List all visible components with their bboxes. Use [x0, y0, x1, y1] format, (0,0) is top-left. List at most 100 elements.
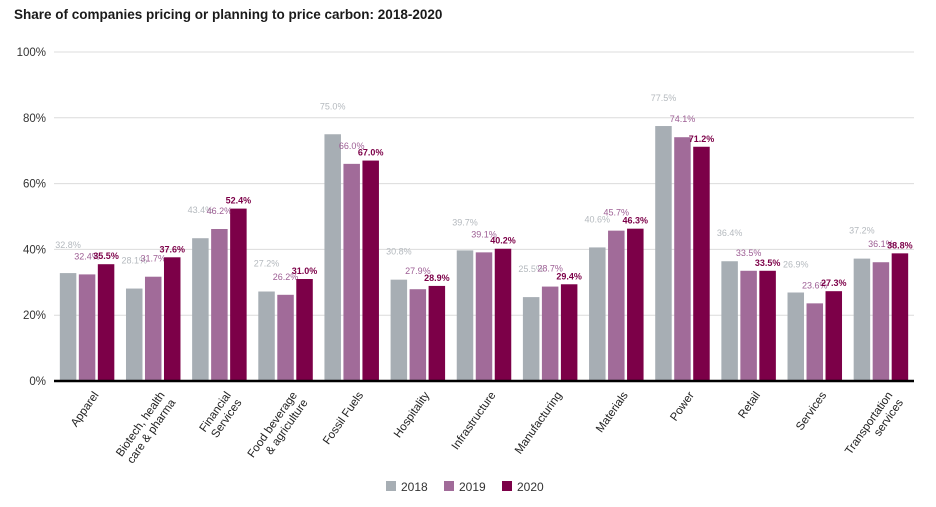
- data-label-2018: 39.7%: [452, 217, 478, 227]
- data-label-2018: 25.5%: [518, 264, 544, 274]
- data-label-2019: 27.9%: [405, 266, 431, 276]
- category-label: FinancialServices: [198, 390, 245, 442]
- data-label-2020: 46.3%: [623, 216, 649, 226]
- bar-2020: [428, 285, 446, 381]
- category-label: Food beverage& agriculture: [246, 390, 311, 468]
- data-label-2019: 36.1%: [868, 239, 894, 249]
- data-label-2019: 33.5%: [736, 248, 762, 258]
- data-label-2018: 32.8%: [55, 240, 81, 250]
- bar-2020: [759, 270, 776, 381]
- data-label-2020: 27.3%: [821, 278, 847, 288]
- data-label-2020: 40.2%: [490, 236, 516, 246]
- data-label-2019: 32.4%: [74, 251, 100, 261]
- bar-2019: [674, 137, 691, 381]
- data-label-2018: 43.4%: [188, 205, 214, 215]
- bar-2020: [560, 284, 578, 381]
- bar-2020: [693, 146, 710, 381]
- bar-2019: [608, 230, 625, 381]
- bar-2019: [806, 303, 824, 381]
- data-label-2019: 26.2%: [273, 272, 299, 282]
- data-label-2020: 33.5%: [755, 258, 781, 268]
- bar-2018: [655, 126, 672, 382]
- data-label-2019: 45.7%: [604, 208, 630, 218]
- bar-2020: [891, 253, 909, 381]
- bar-2018: [456, 250, 474, 381]
- bar-2020: [163, 257, 181, 381]
- legend-label-2019: 2019: [459, 480, 486, 494]
- bar-2020: [230, 208, 247, 381]
- bar-2019: [211, 229, 228, 381]
- bar-2019: [277, 294, 294, 381]
- bar-2018: [59, 273, 77, 381]
- data-label-2019: 39.1%: [471, 229, 497, 239]
- data-label-2020: 67.0%: [358, 148, 384, 158]
- data-label-2018: 26.9%: [783, 259, 809, 269]
- bar-2020: [494, 248, 512, 381]
- data-label-2020: 29.4%: [556, 271, 582, 281]
- data-label-2018: 40.6%: [585, 214, 611, 224]
- y-tick-label: 60%: [23, 179, 46, 191]
- bar-2019: [740, 270, 757, 381]
- data-label-2019: 66.0%: [339, 141, 365, 151]
- data-label-2018: 30.8%: [386, 247, 412, 257]
- category-label: Power: [668, 390, 697, 424]
- bar-2020: [825, 291, 843, 381]
- bar-2018: [787, 292, 805, 381]
- data-label-2020: 38.8%: [887, 240, 913, 250]
- bar-2018: [853, 258, 871, 381]
- chart-title: Share of companies pricing or planning t…: [14, 7, 443, 22]
- y-tick-label: 20%: [23, 310, 46, 322]
- category-label: Biotech, healthcare & pharma: [114, 389, 178, 466]
- category-label: Retail: [736, 390, 763, 421]
- bar-2019: [78, 274, 96, 381]
- y-tick-label: 0%: [29, 376, 46, 388]
- y-tick-label: 40%: [23, 244, 46, 256]
- bar-2019: [872, 262, 890, 381]
- legend-swatch-2020: [502, 481, 512, 491]
- bar-2018: [390, 279, 408, 381]
- bar-2020: [627, 228, 644, 381]
- data-label-2019: 46.2%: [207, 206, 233, 216]
- bar-2020: [362, 160, 379, 381]
- data-label-2020: 37.6%: [159, 244, 185, 254]
- data-label-2018: 27.2%: [254, 259, 280, 269]
- data-label-2019: 31.7%: [140, 254, 166, 264]
- y-tick-label: 100%: [17, 47, 46, 59]
- category-label: Manufacturing: [513, 390, 565, 457]
- bar-2018: [324, 134, 341, 381]
- bar-2018: [589, 247, 606, 381]
- category-label: Materials: [594, 390, 631, 435]
- bar-2018: [522, 297, 540, 381]
- data-label-2020: 52.4%: [226, 196, 252, 206]
- legend-label-2020: 2020: [517, 480, 544, 494]
- bar-2019: [409, 289, 427, 381]
- category-label: Fossil Fuels: [321, 390, 366, 447]
- category-label: Infrastructure: [450, 390, 499, 452]
- data-label-2020: 35.5%: [93, 251, 119, 261]
- bar-2018: [192, 238, 209, 381]
- category-label: Hospitality: [392, 390, 432, 441]
- data-label-2020: 71.2%: [689, 134, 715, 144]
- data-label-2018: 36.4%: [717, 228, 743, 238]
- category-label: Services: [794, 390, 829, 433]
- legend-label-2018: 2018: [401, 480, 428, 494]
- bar-2018: [258, 291, 275, 381]
- data-label-2020: 28.9%: [424, 273, 450, 283]
- bar-2019: [144, 276, 162, 381]
- category-label: Apparel: [69, 390, 102, 429]
- bar-2020: [296, 279, 313, 381]
- data-label-2018: 77.5%: [651, 93, 677, 103]
- bar-2018: [721, 261, 738, 381]
- y-tick-label: 80%: [23, 113, 46, 125]
- bar-2019: [475, 252, 493, 381]
- data-label-2018: 28.1%: [121, 256, 147, 266]
- bar-2020: [97, 264, 115, 381]
- data-label-2020: 31.0%: [292, 266, 318, 276]
- data-label-2019: 74.1%: [670, 114, 696, 124]
- data-label-2018: 75.0%: [320, 101, 346, 111]
- category-label: Transportationservices: [843, 390, 906, 465]
- data-label-2018: 37.2%: [849, 226, 875, 236]
- data-label-2019: 23.6%: [802, 280, 828, 290]
- legend-swatch-2018: [386, 481, 396, 491]
